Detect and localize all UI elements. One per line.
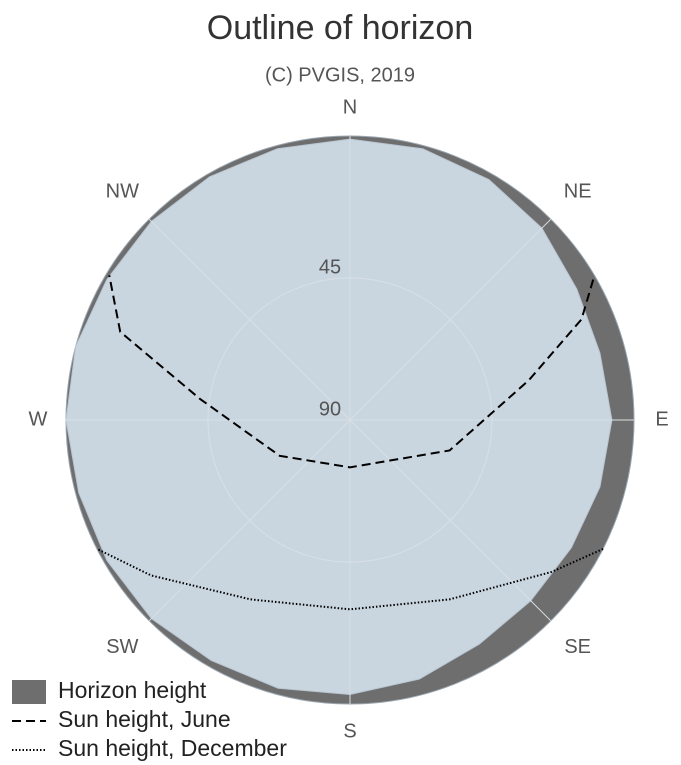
direction-label: W <box>29 408 48 430</box>
legend-label: Sun height, December <box>58 735 287 761</box>
legend-label: Horizon height <box>58 677 207 703</box>
direction-label: N <box>343 96 357 118</box>
r-tick-label: 45 <box>319 256 341 278</box>
direction-label: SE <box>564 636 591 658</box>
sun-path <box>108 275 595 469</box>
direction-label: E <box>655 408 668 430</box>
r-tick-label: 90 <box>319 398 341 420</box>
grid-center <box>349 419 351 421</box>
direction-label: NE <box>564 181 592 203</box>
grid-circle <box>207 277 493 563</box>
direction-label: NW <box>106 181 139 203</box>
legend-label: Sun height, June <box>58 706 231 732</box>
chart-title: Outline of horizon <box>207 9 474 47</box>
direction-label: S <box>343 720 356 742</box>
legend-swatch <box>12 680 46 704</box>
sun-path <box>96 548 604 611</box>
direction-label: SW <box>106 636 138 658</box>
chart-subtitle: (C) PVGIS, 2019 <box>265 64 415 86</box>
